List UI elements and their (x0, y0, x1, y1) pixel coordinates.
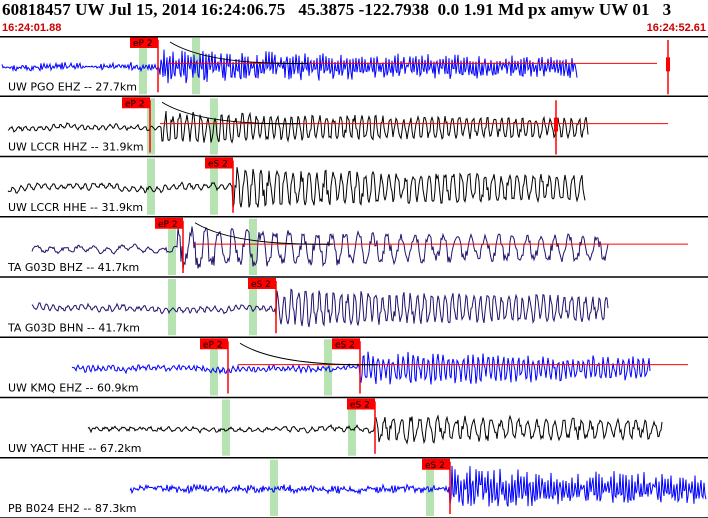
pick-label: eS 2 (425, 461, 445, 471)
pick-tag[interactable] (200, 338, 228, 350)
coda-curve (239, 342, 379, 366)
seismogram-panel[interactable]: eP 2 UW PGO EHZ -- 27.7km eP 2 UW LCCR HHZ … (0, 36, 708, 518)
station-label: UW LCCR HHE -- 31.9km (8, 201, 143, 214)
pick-label: eS 2 (251, 280, 271, 290)
pick-tag[interactable] (122, 97, 150, 109)
pick-tag[interactable] (347, 398, 375, 410)
pick-label: eP 2 (133, 39, 153, 49)
pick-label: eS 2 (350, 401, 370, 411)
pick-window (426, 459, 434, 516)
pick-label: eP 2 (125, 99, 145, 109)
amplitude-pick-tag[interactable] (332, 338, 360, 350)
pick-label: eP 2 (158, 220, 178, 230)
pick-tag[interactable] (155, 217, 183, 229)
pick-tag[interactable] (205, 157, 233, 169)
pick-tag[interactable] (422, 458, 450, 470)
pick-window (270, 459, 278, 516)
pick-label: eS 2 (208, 160, 228, 170)
duration-marker-handle[interactable] (554, 117, 558, 132)
end-time-label: 16:24:52.61 (646, 22, 706, 34)
waveform-trace (71, 351, 651, 385)
event-title: 60818457 UW Jul 15, 2014 16:24:06.75 45.… (2, 0, 672, 19)
waveform-trace (7, 167, 586, 209)
pick-window (168, 218, 176, 275)
waveform-trace (1, 49, 578, 84)
pick-window (147, 158, 155, 215)
station-label: PB B024 EH2 -- 87.3km (8, 502, 136, 515)
coda-curve (161, 101, 301, 125)
pick-window (168, 279, 176, 336)
pick-tag[interactable] (248, 278, 276, 289)
station-label: UW YACT HHE -- 67.2km (8, 442, 142, 455)
event-header: 60818457 UW Jul 15, 2014 16:24:06.75 45.… (0, 0, 708, 36)
waveform-trace (129, 465, 707, 507)
duration-marker-handle[interactable] (666, 57, 670, 72)
station-label: UW KMQ EHZ -- 60.9km (8, 382, 139, 395)
coda-curve (169, 41, 309, 64)
pick-window (249, 279, 257, 336)
waveform-trace (31, 288, 609, 328)
start-time-label: 16:24:01.88 (2, 22, 62, 34)
station-label: TA G03D BHN -- 41.7km (7, 321, 140, 334)
station-label: TA G03D BHZ -- 41.7km (7, 261, 139, 274)
pick-window (210, 339, 218, 396)
waveform-trace (31, 226, 609, 270)
waveform-trace (7, 110, 589, 144)
pick-window (222, 399, 230, 456)
pick-tag[interactable] (130, 37, 158, 48)
pick-label: eP 2 (203, 340, 223, 350)
pick-window (249, 218, 257, 275)
amplitude-pick-label: eS 2 (335, 340, 355, 350)
station-label: UW LCCR HHZ -- 31.9km (8, 141, 144, 154)
pick-window (210, 158, 218, 215)
coda-curve (194, 222, 334, 245)
pick-window (348, 399, 356, 456)
station-label: UW PGO EHZ -- 27.7km (8, 80, 137, 93)
